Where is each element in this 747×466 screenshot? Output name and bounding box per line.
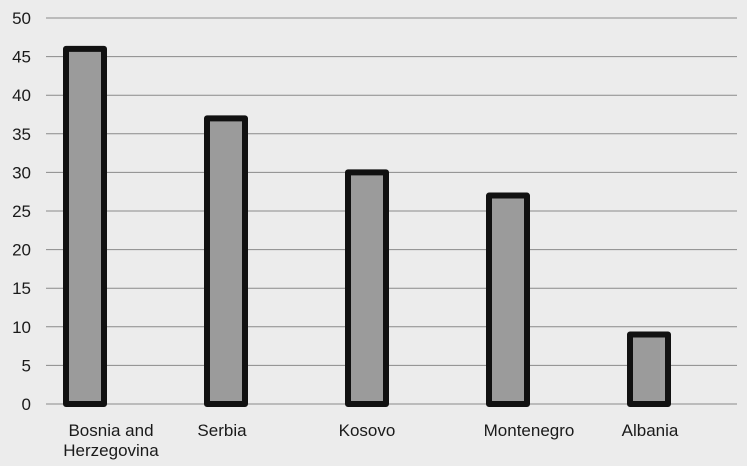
- bar: [345, 169, 389, 407]
- x-tick-label: Kosovo: [339, 421, 396, 440]
- x-tick-label-line: Albania: [622, 421, 679, 440]
- y-tick-label: 35: [12, 125, 31, 144]
- y-tick-label: 25: [12, 202, 31, 221]
- x-tick-label: Montenegro: [484, 421, 575, 440]
- bar: [627, 331, 671, 407]
- x-tick-label-line: Bosnia and: [68, 421, 153, 440]
- bar: [486, 192, 530, 407]
- gridlines: [46, 17, 737, 405]
- y-tick-label: 40: [12, 86, 31, 105]
- bar: [63, 45, 107, 407]
- x-tick-label-line: Montenegro: [484, 421, 575, 440]
- x-tick-label-line: Serbia: [197, 421, 247, 440]
- y-tick-label: 0: [22, 395, 31, 414]
- x-tick-label-line: Herzegovina: [63, 441, 159, 460]
- x-tick-label: Bosnia and Herzegovina: [63, 421, 159, 460]
- bars: [63, 45, 671, 408]
- x-tick-label: Albania: [622, 421, 679, 440]
- y-tick-label: 15: [12, 279, 31, 298]
- x-tick-label: Serbia: [197, 421, 247, 440]
- y-tick-label: 30: [12, 163, 31, 182]
- y-tick-label: 5: [22, 356, 31, 375]
- bar: [204, 115, 248, 408]
- y-tick-label: 20: [12, 241, 31, 260]
- y-tick-label: 10: [12, 318, 31, 337]
- y-tick-label: 50: [12, 9, 31, 28]
- x-tick-label-line: Kosovo: [339, 421, 396, 440]
- y-tick-label: 45: [12, 48, 31, 67]
- x-axis-category-labels: Bosnia and Herzegovina Serbia Kosovo Montene…: [63, 421, 679, 460]
- y-axis-tick-labels: 0 5 10 15 20 25 30 35 40 45 50: [12, 9, 31, 414]
